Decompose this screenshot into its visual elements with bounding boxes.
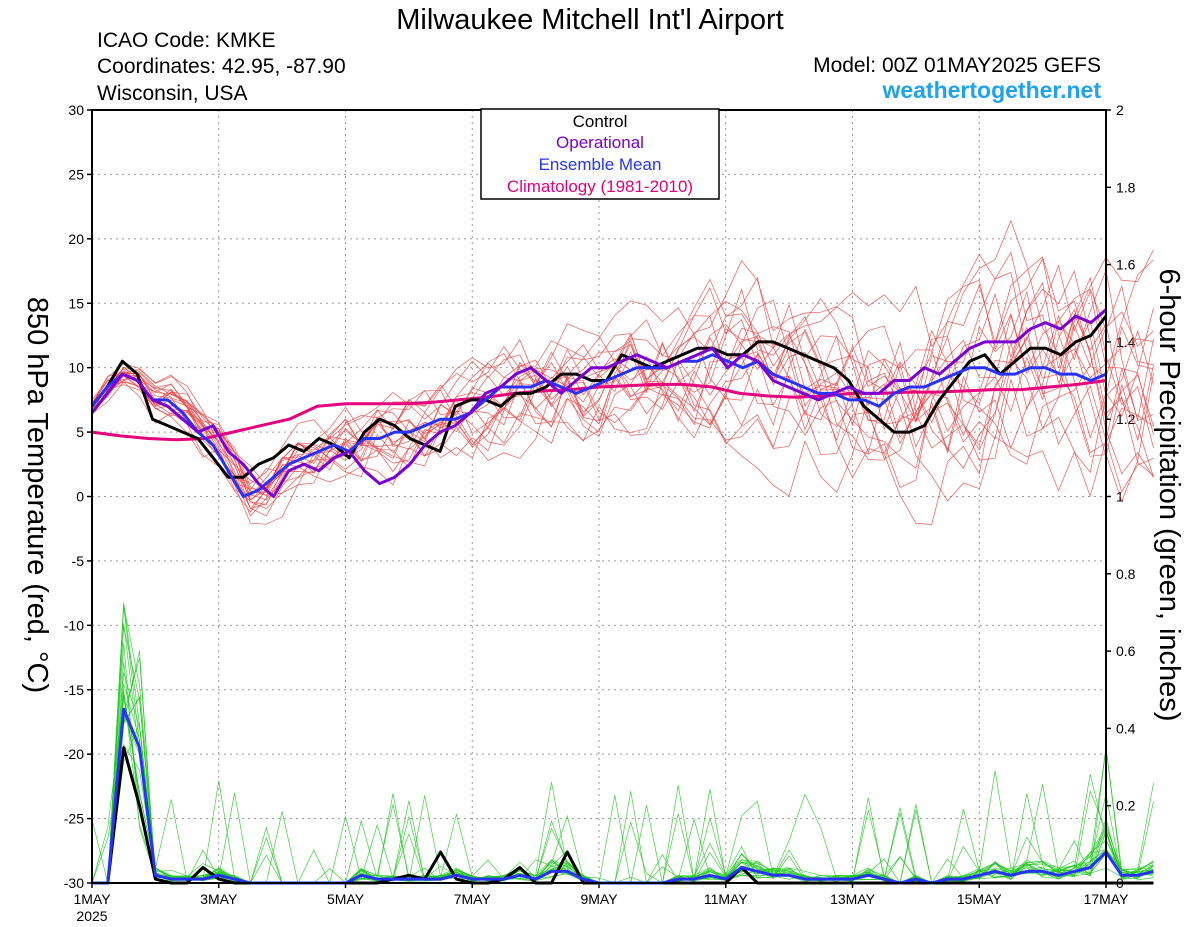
member-precip-line [92,723,1154,884]
member-precip-line [92,623,1154,884]
x-tick-label: 5MAY [327,891,365,907]
member-precip-line [92,605,1154,884]
member-temp-line [91,219,1154,505]
member-precip-line [92,690,1154,884]
member-temp-line [91,299,1154,517]
chart-title: Milwaukee Mitchell Int'l Airport [396,4,784,36]
member-precip-line [92,714,1154,884]
axis-ticks: 30 25 20 15 10 5 0 -5 -10 -15 -20 -25 -30 2 1.8 1.6 1.4 1… [64,102,1136,924]
member-temp-line [91,268,1154,510]
icao-code: ICAO Code: KMKE [97,29,276,52]
x-tick-label: 17MAY [1084,891,1130,907]
coordinates: Coordinates: 42.95, -87.90 [97,55,346,78]
legend-box [480,108,720,200]
site-link[interactable]: weathertogether.net [881,77,1101,103]
member-precip-line [91,697,1154,884]
region: Wisconsin, USA [97,82,248,105]
member-precip-line [92,650,1154,884]
y-left-tick-label: -10 [64,617,84,633]
y-left-tick-label: 20 [68,231,84,247]
member-temp-line [91,249,1154,517]
ensemble-members [91,219,1154,884]
x-tick-label: 13MAY [830,891,876,907]
x-tick-label: 9MAY [580,891,618,907]
member-temp-line [91,281,1154,484]
member-precip-line [92,696,1154,884]
y-right-tick-label: 1.4 [1116,334,1136,350]
y-left-tick-label: 30 [68,102,84,118]
y-left-tick-label: -15 [64,682,84,698]
member-temp-line [91,271,1154,496]
member-precip-line [92,657,1154,884]
member-temp-line [91,257,1154,497]
legend: Control Operational Ensemble Mean Climat… [480,108,720,200]
y-left-tick-label: -5 [72,553,85,569]
y-axis-left-label: 850 hPa Temperature (red, °C) [21,297,53,693]
member-precip-line [92,626,1154,884]
x-tick-label: 1MAY [73,891,111,907]
series-lines [90,308,1154,885]
member-temp-line [91,328,1154,498]
y-right-tick-label: 0.8 [1116,566,1136,582]
y-left-tick-label: -30 [64,875,84,891]
y-right-tick-label: 2 [1116,102,1124,118]
y-right-tick-label: 0.2 [1116,798,1136,814]
model-run: Model: 00Z 01MAY2025 GEFS [813,54,1101,77]
member-precip-line [92,606,1154,884]
y-left-tick-label: 15 [68,295,84,311]
temp-control-line [90,315,1108,479]
member-temp-line [91,279,1154,486]
y-right-tick-label: 1.6 [1116,257,1136,273]
x-tick-label: 15MAY [957,891,1003,907]
x-tick-label: 7MAY [454,891,492,907]
x-tick-label: 3MAY [200,891,238,907]
member-precip-line [92,643,1154,884]
precip-ensemble-mean-line [92,707,1154,885]
member-precip-line [91,690,1154,884]
member-precip-line [92,661,1154,884]
y-axis-right-label: 6-hour Precipitation (green, inches) [1153,269,1185,722]
member-temp-line [91,276,1154,510]
temp-ensemble-mean-line [90,353,1107,498]
member-precip-line [92,695,1154,884]
temp-climatology-1981-2010-line [91,379,1107,442]
legend-climatology: Climatology (1981-2010) [507,177,693,196]
legend-ensemble-mean: Ensemble Mean [539,155,662,174]
member-temp-line [91,270,1154,493]
y-right-tick-label: 1.8 [1116,179,1136,195]
legend-control: Control [573,112,628,131]
y-left-tick-label: 5 [76,424,84,440]
temp-operational-line [90,308,1107,498]
member-precip-line [92,694,1154,884]
y-right-tick-label: 0.6 [1116,643,1136,659]
x-tick-label: 11MAY [704,891,748,907]
y-left-tick-label: -20 [64,746,84,762]
x-tick-sublabel: 2025 [76,908,107,924]
y-left-tick-label: 25 [68,166,84,182]
legend-operational: Operational [556,133,644,152]
y-right-tick-label: 0.4 [1116,720,1136,736]
y-left-tick-label: -25 [64,811,84,827]
y-left-tick-label: 0 [76,489,84,505]
y-left-tick-label: 10 [68,360,84,376]
member-temp-line [91,264,1154,501]
